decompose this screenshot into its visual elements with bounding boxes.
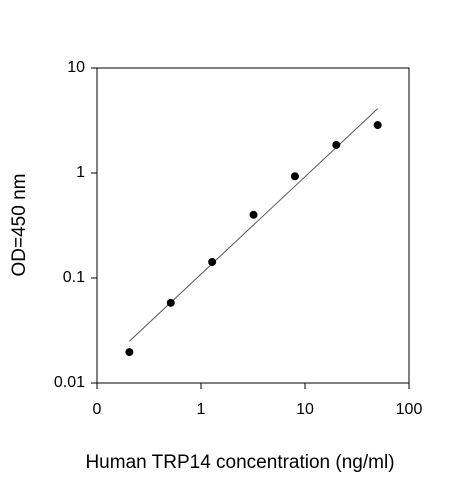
data-point [208, 258, 217, 267]
y-tick-label: 0.1 [63, 269, 85, 286]
data-point [332, 140, 341, 149]
data-point [373, 121, 382, 130]
x-tick-label: 0 [93, 401, 102, 418]
data-point [166, 298, 175, 307]
y-tick-label: 1 [76, 164, 85, 181]
x-tick-label: 100 [396, 401, 423, 418]
data-point [249, 210, 258, 219]
y-tick-label: 0.01 [54, 374, 85, 391]
y-axis-title: OD=450 nm [9, 174, 30, 277]
data-point [125, 348, 134, 357]
x-axis-title: Human TRP14 concentration (ng/ml) [85, 452, 394, 473]
x-tick-label: 1 [197, 401, 206, 418]
x-tick-label: 10 [296, 401, 314, 418]
y-tick-label: 10 [67, 59, 85, 76]
fit-line [129, 108, 379, 342]
plot-frame [96, 67, 410, 384]
data-point [290, 172, 299, 181]
